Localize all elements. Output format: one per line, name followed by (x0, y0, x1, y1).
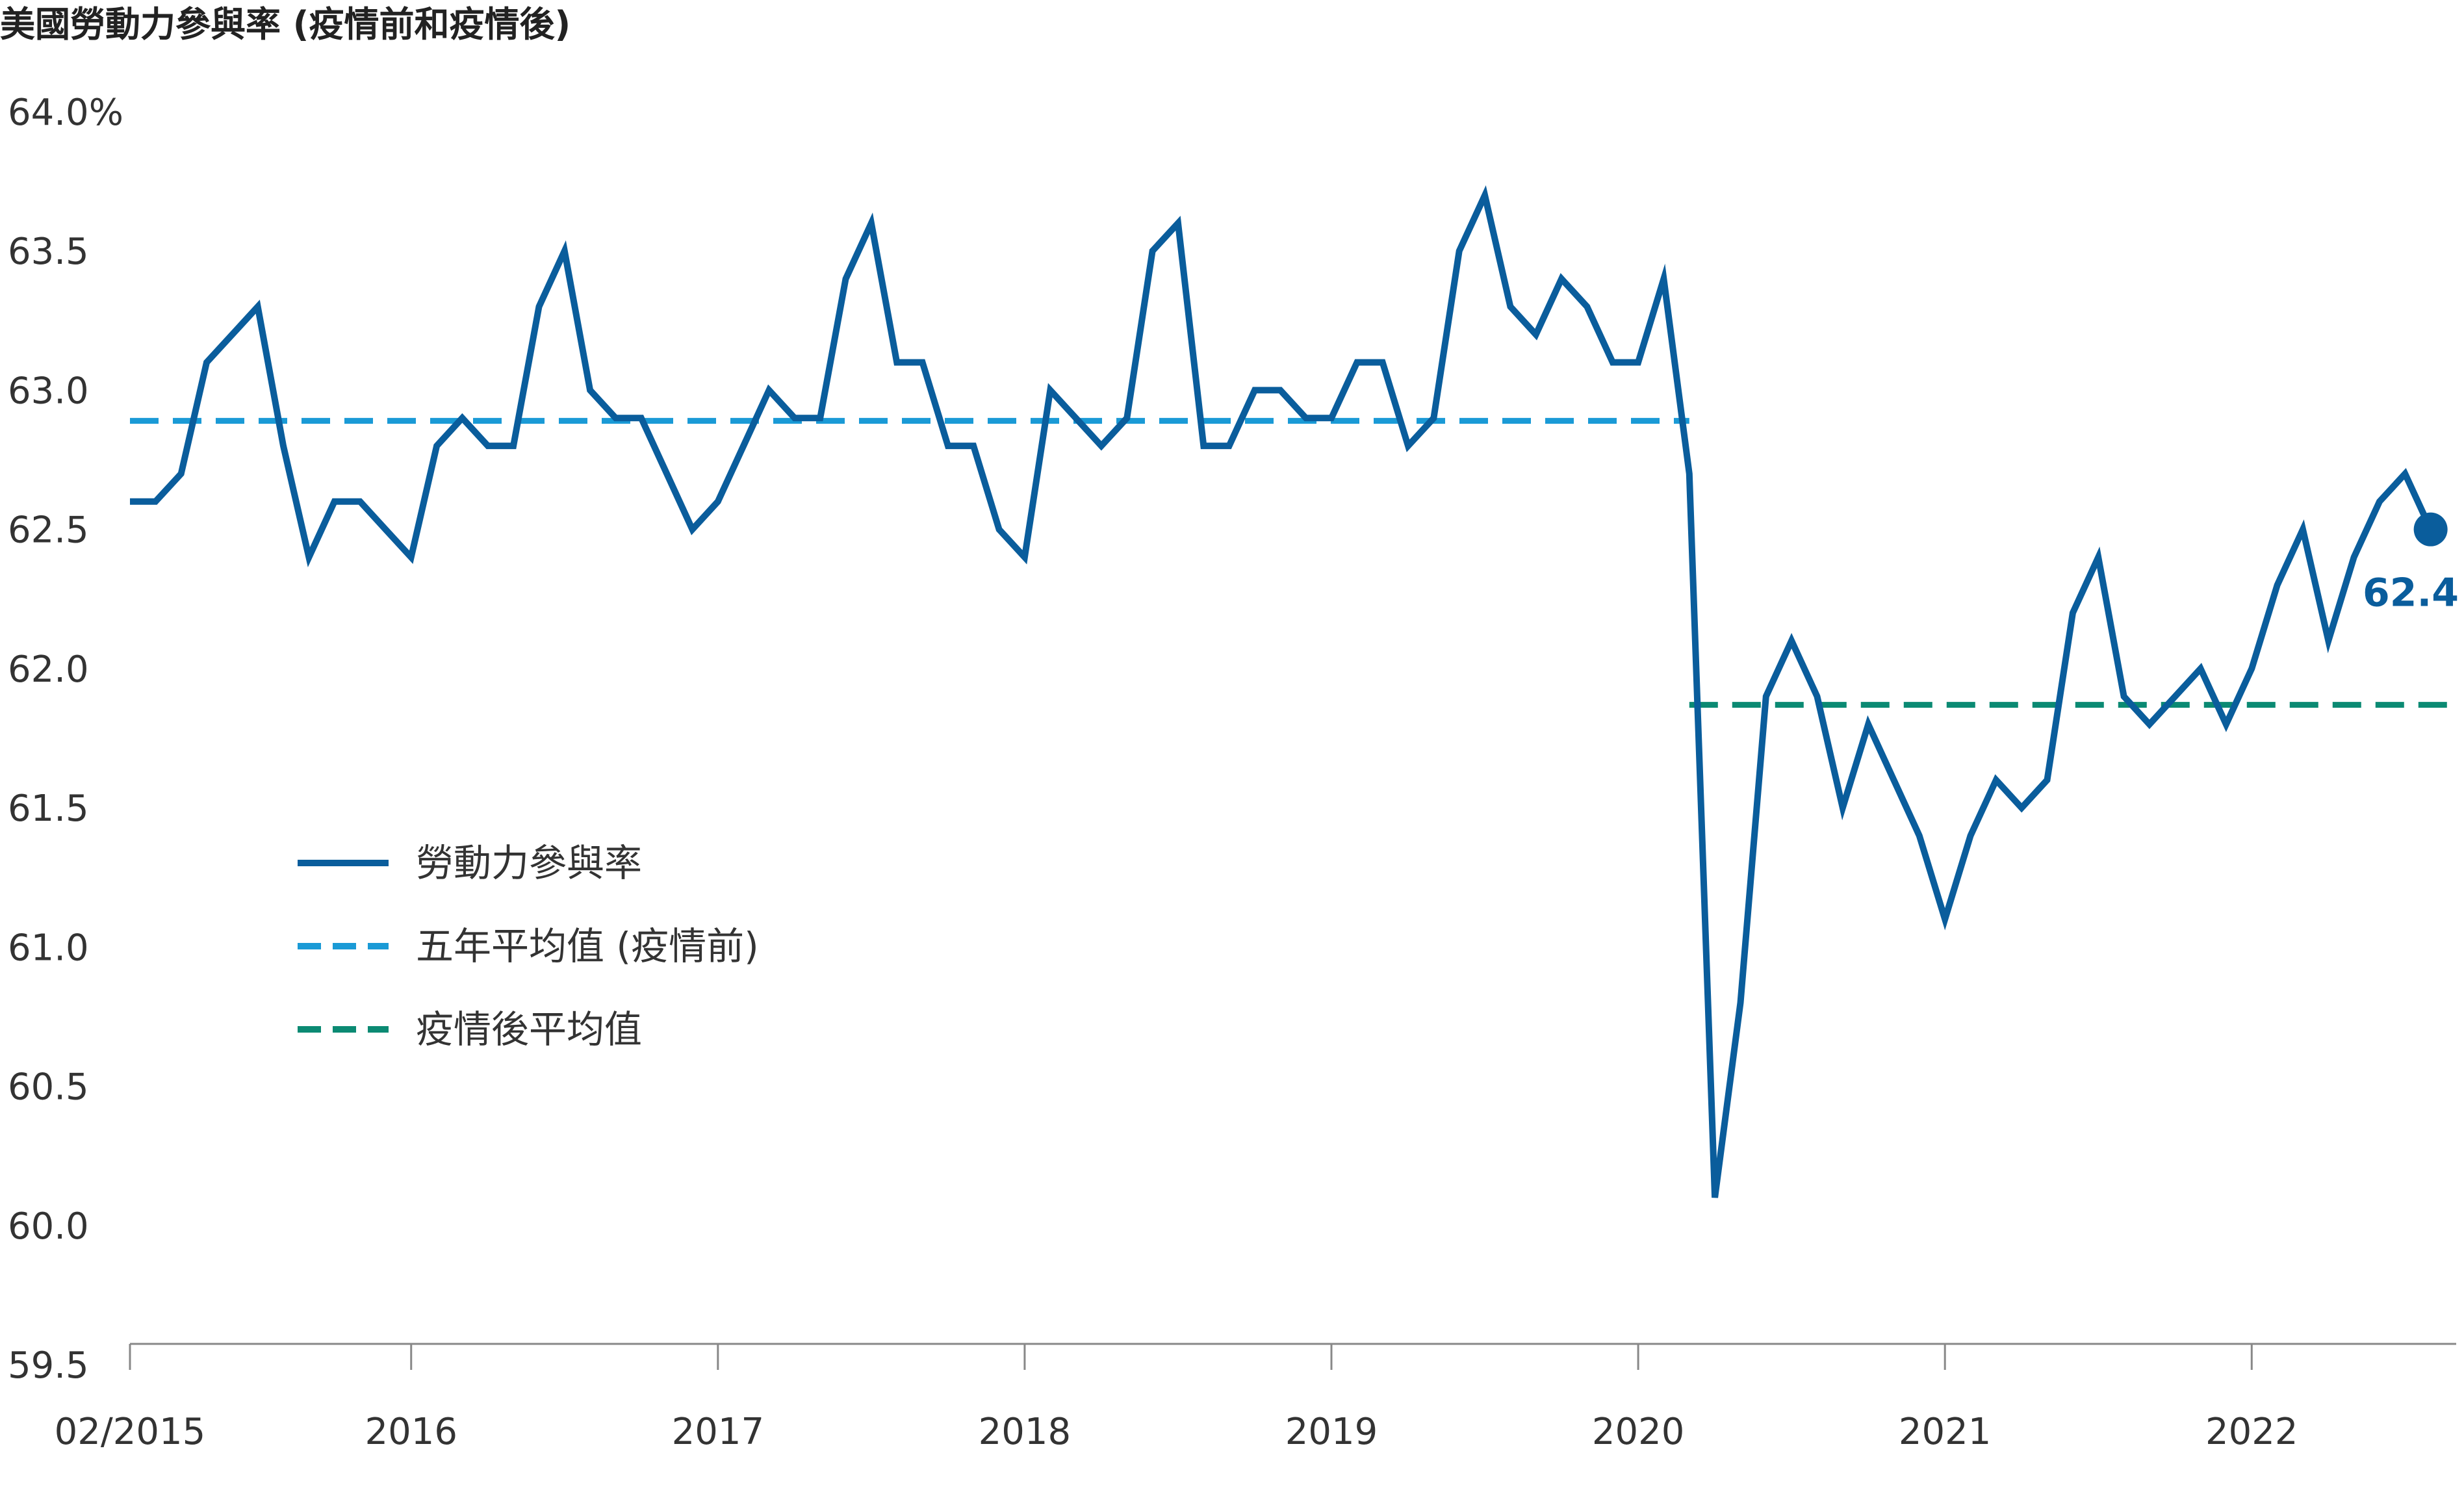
y-tick-label: 61.5 (8, 788, 89, 830)
legend-item-participation-rate-label: 勞動力參與率 (416, 841, 642, 885)
reference-lines (130, 418, 2456, 708)
y-tick-label: 62.0 (8, 649, 89, 691)
x-tick-label: 2016 (365, 1411, 457, 1453)
participation-rate-line (130, 185, 2434, 1198)
chart-title: 美國勞動力參與率 (疫情前和疫情後) (0, 4, 571, 45)
x-tick-label: 2022 (2205, 1411, 2298, 1453)
x-axis: 02/2015 2016 2017 2018 2019 2020 2021 2022 (55, 1343, 2456, 1453)
x-tick-label: 2021 (1899, 1411, 1992, 1453)
series-line-group: 62.4 (130, 185, 2459, 1198)
y-tick-label: 61.0 (8, 927, 89, 969)
x-tick-label: 2020 (1592, 1411, 1685, 1453)
y-axis: 64.0% 63.5 63.0 62.5 62.0 61.5 61.0 60.5 60.0 59.… (8, 92, 123, 1387)
legend-item-pre-pandemic-average-label: 五年平均值 (疫情前) (416, 924, 759, 968)
y-tick-label: 62.5 (8, 509, 89, 552)
x-tick-label: 02/2015 (55, 1411, 206, 1453)
x-tick-label: 2019 (1285, 1411, 1378, 1453)
y-tick-label: 64.0% (8, 92, 123, 134)
legend-item-post-pandemic-average-label: 疫情後平均值 (416, 1007, 642, 1051)
end-value-label: 62.4 (2363, 571, 2459, 616)
y-tick-label: 63.5 (8, 231, 89, 273)
x-tick-label: 2017 (672, 1411, 765, 1453)
end-point-marker (2413, 512, 2448, 547)
y-tick-label: 60.5 (8, 1066, 89, 1109)
y-tick-label: 60.0 (8, 1205, 89, 1248)
y-tick-label: 59.5 (8, 1345, 89, 1387)
y-tick-label: 63.0 (8, 370, 89, 412)
x-tick-label: 2018 (979, 1411, 1072, 1453)
